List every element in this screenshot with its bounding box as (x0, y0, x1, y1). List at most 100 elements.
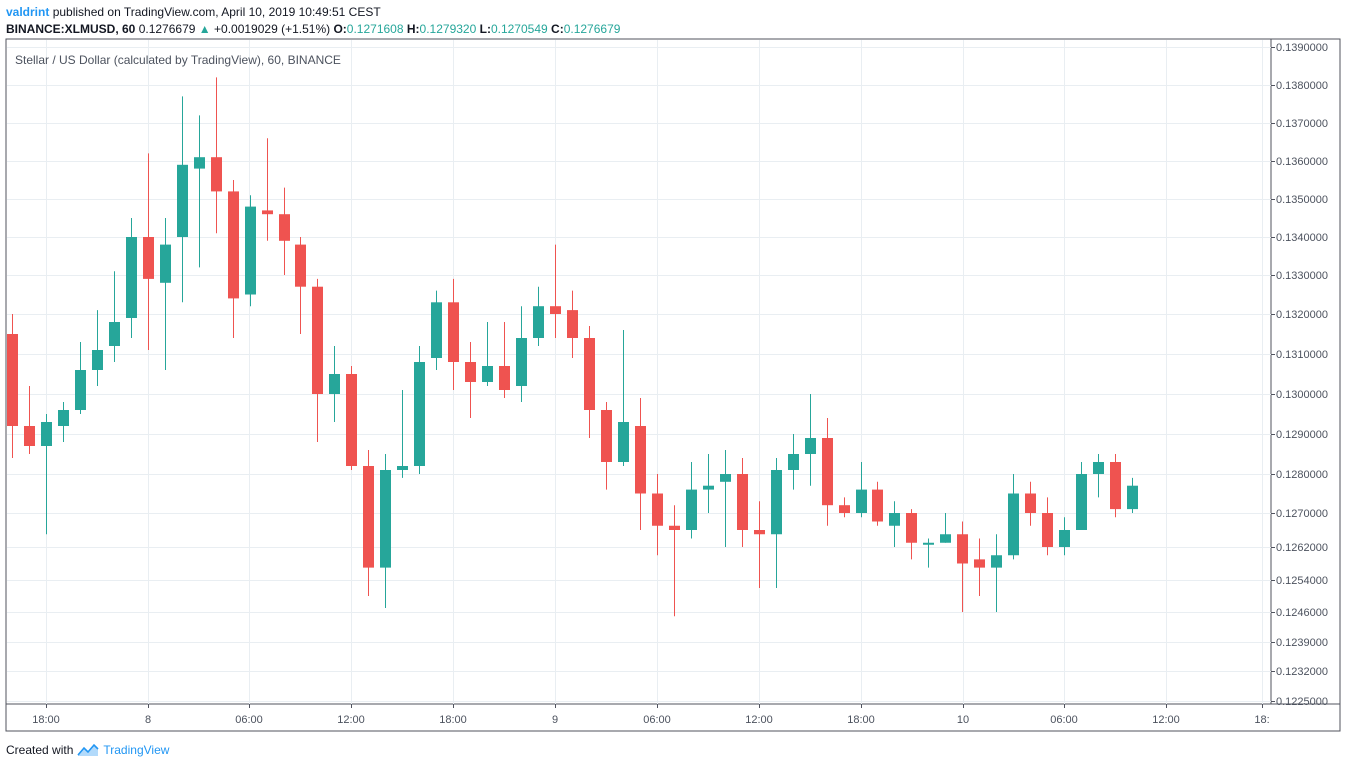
last-price: 0.1276679 (138, 22, 196, 36)
low-value: 0.1270549 (490, 22, 548, 36)
candle-body-down (635, 426, 646, 494)
price-tick-label: 0.1340000 (1276, 232, 1328, 244)
candle-body-up (482, 366, 493, 382)
created-with-text: Created with (6, 743, 74, 757)
candle-body-up (923, 542, 934, 545)
candle-body-up (414, 362, 425, 466)
price-tick-label: 0.1390000 (1276, 42, 1328, 54)
candle-body-up (1127, 485, 1138, 510)
candle-body-up (75, 370, 86, 410)
price-tick-label: 0.1310000 (1276, 349, 1328, 361)
author-name[interactable]: valdrint (6, 5, 50, 19)
candle-body-up (194, 157, 205, 169)
candle-body-down (295, 244, 306, 287)
ohlc-legend: BINANCE:XLMUSD, 60 0.1276679 ▲ +0.001902… (6, 21, 620, 37)
price-tick-label: 0.1280000 (1276, 469, 1328, 481)
candle-body-down (143, 237, 154, 279)
candle-body-up (856, 489, 867, 513)
candle-body-down (822, 438, 833, 506)
close-label: C: (551, 22, 564, 36)
candle-body-down (584, 338, 595, 410)
candle-body-up (329, 374, 340, 394)
candle-body-down (262, 210, 273, 215)
time-tick-label: 9 (552, 714, 558, 726)
candle-body-up (771, 470, 782, 535)
candle-body-up (126, 237, 137, 318)
high-value: 0.1279320 (419, 22, 477, 36)
candle-body-down (974, 559, 985, 568)
footer: Created with TradingView (6, 742, 169, 758)
low-label: L: (479, 22, 491, 36)
symbol-label: BINANCE:XLMUSD, 60 (6, 22, 136, 36)
tradingview-brand[interactable]: TradingView (103, 743, 170, 757)
time-tick-label: 18:00 (847, 714, 875, 726)
high-label: H: (406, 22, 420, 36)
time-tick-label: 06:00 (235, 714, 263, 726)
time-tick-label: 12:00 (1152, 714, 1180, 726)
candle-body-up (686, 489, 697, 530)
candle-body-down (957, 534, 968, 564)
chart-title: Stellar / US Dollar (calculated by Tradi… (15, 53, 341, 67)
price-change: +0.0019029 (+1.51%) (214, 22, 331, 36)
candle-body-down (312, 286, 323, 394)
price-tick-label: 0.1254000 (1276, 575, 1328, 587)
candle-body-up (177, 164, 188, 237)
candle-body-up (1059, 530, 1070, 547)
candle-body-down (567, 310, 578, 338)
price-axis-frame (1270, 38, 1341, 705)
candle-body-up (1076, 474, 1087, 530)
published-text: published on TradingView.com, April 10, … (52, 5, 381, 19)
candle-body-down (872, 489, 883, 522)
candle-body-up (380, 470, 391, 568)
candle-body-down (465, 362, 476, 382)
price-tick-label: 0.1330000 (1276, 270, 1328, 282)
time-tick-label: 12:00 (337, 714, 365, 726)
candle-body-up (991, 555, 1002, 568)
time-tick-label: 10 (957, 714, 969, 726)
time-tick-label: 18: (1254, 714, 1269, 726)
open-label: O: (333, 22, 347, 36)
close-value: 0.1276679 (563, 22, 621, 36)
price-tick-label: 0.1360000 (1276, 156, 1328, 168)
plot-area-frame (5, 38, 1272, 705)
candle-body-down (737, 474, 748, 530)
candle-body-up (431, 302, 442, 358)
candle-body-down (1025, 493, 1036, 513)
candle-body-up (533, 306, 544, 338)
publish-info: valdrint published on TradingView.com, A… (6, 4, 381, 20)
candle-body-down (346, 374, 357, 466)
candle-body-up (516, 338, 527, 386)
candle-body-down (363, 466, 374, 568)
candle-body-up (92, 350, 103, 370)
candle-body-up (720, 474, 731, 482)
price-tick-label: 0.1246000 (1276, 607, 1328, 619)
candle-body-up (397, 466, 408, 470)
price-tick-label: 0.1370000 (1276, 118, 1328, 130)
triangle-up-icon: ▲ (198, 22, 211, 36)
candle-body-up (245, 206, 256, 295)
candle-body-down (669, 525, 680, 530)
candle-body-down (652, 493, 663, 526)
candle-body-up (940, 534, 951, 543)
candle-body-up (41, 422, 52, 446)
candle-body-down (228, 191, 239, 299)
candle-body-up (160, 244, 171, 283)
candle-body-up (58, 410, 69, 426)
candle-body-up (618, 422, 629, 462)
candle-body-down (24, 426, 35, 446)
candle-body-up (1093, 462, 1104, 474)
price-tick-label: 0.1232000 (1276, 666, 1328, 678)
time-tick-label: 8 (145, 714, 151, 726)
price-chart[interactable]: 0.1390000 0.1380000 0.1370000 0.1360000 0.13… (0, 0, 1347, 740)
candle-body-up (805, 438, 816, 454)
price-tick-label: 0.1350000 (1276, 194, 1328, 206)
candle-body-down (601, 410, 612, 462)
time-tick-label: 12:00 (745, 714, 773, 726)
candle-body-down (1042, 513, 1053, 547)
price-tick-label: 0.1239000 (1276, 637, 1328, 649)
time-tick-label: 18:00 (32, 714, 60, 726)
price-tick-label: 0.1270000 (1276, 508, 1328, 520)
time-tick-label: 18:00 (439, 714, 467, 726)
candle-body-up (889, 513, 900, 526)
price-tick-label: 0.1300000 (1276, 389, 1328, 401)
